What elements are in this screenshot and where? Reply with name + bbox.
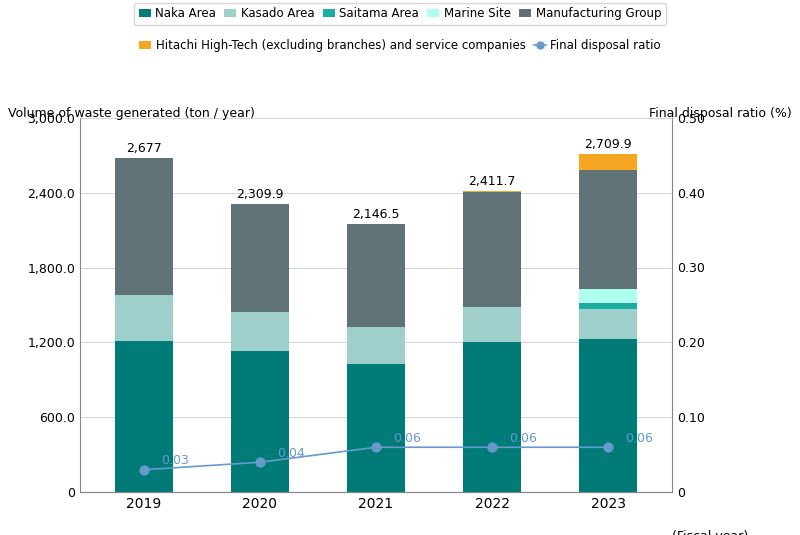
Text: 0.06: 0.06: [626, 432, 654, 445]
Bar: [579, 309, 637, 339]
Bar: [579, 289, 637, 303]
Point: [370, 443, 382, 452]
Text: 2,146.5: 2,146.5: [352, 208, 400, 221]
Bar: [579, 339, 637, 492]
Text: 0.03: 0.03: [162, 455, 189, 468]
Bar: [463, 342, 521, 492]
Text: 0.06: 0.06: [510, 432, 538, 445]
Bar: [347, 224, 405, 327]
Bar: [579, 303, 637, 309]
Text: 2,309.9: 2,309.9: [236, 188, 284, 201]
Text: 2,411.7: 2,411.7: [468, 175, 516, 188]
Bar: [231, 351, 289, 492]
Text: (Fiscal year): (Fiscal year): [672, 530, 748, 535]
Text: 0.04: 0.04: [278, 447, 306, 460]
Bar: [347, 327, 405, 364]
Bar: [115, 295, 173, 341]
Text: 0.06: 0.06: [394, 432, 422, 445]
Point: [254, 458, 266, 467]
Text: 2,709.9: 2,709.9: [584, 138, 632, 151]
Point: [486, 443, 498, 452]
Bar: [231, 312, 289, 351]
Point: [602, 443, 614, 452]
Legend: Hitachi High-Tech (excluding branches) and service companies, Final disposal rat: Hitachi High-Tech (excluding branches) a…: [134, 35, 666, 57]
Bar: [115, 341, 173, 492]
Text: 2,677: 2,677: [126, 142, 162, 155]
Bar: [463, 308, 521, 342]
Bar: [347, 364, 405, 492]
Bar: [231, 204, 289, 312]
Bar: [463, 193, 521, 308]
Text: Final disposal ratio (%): Final disposal ratio (%): [650, 107, 792, 120]
Text: Volume of waste generated (ton / year): Volume of waste generated (ton / year): [8, 107, 255, 120]
Bar: [463, 191, 521, 193]
Bar: [115, 158, 173, 295]
Bar: [579, 154, 637, 170]
Legend: Naka Area, Kasado Area, Saitama Area, Marine Site, Manufacturing Group: Naka Area, Kasado Area, Saitama Area, Ma…: [134, 3, 666, 25]
Point: [138, 465, 150, 474]
Bar: [579, 170, 637, 289]
